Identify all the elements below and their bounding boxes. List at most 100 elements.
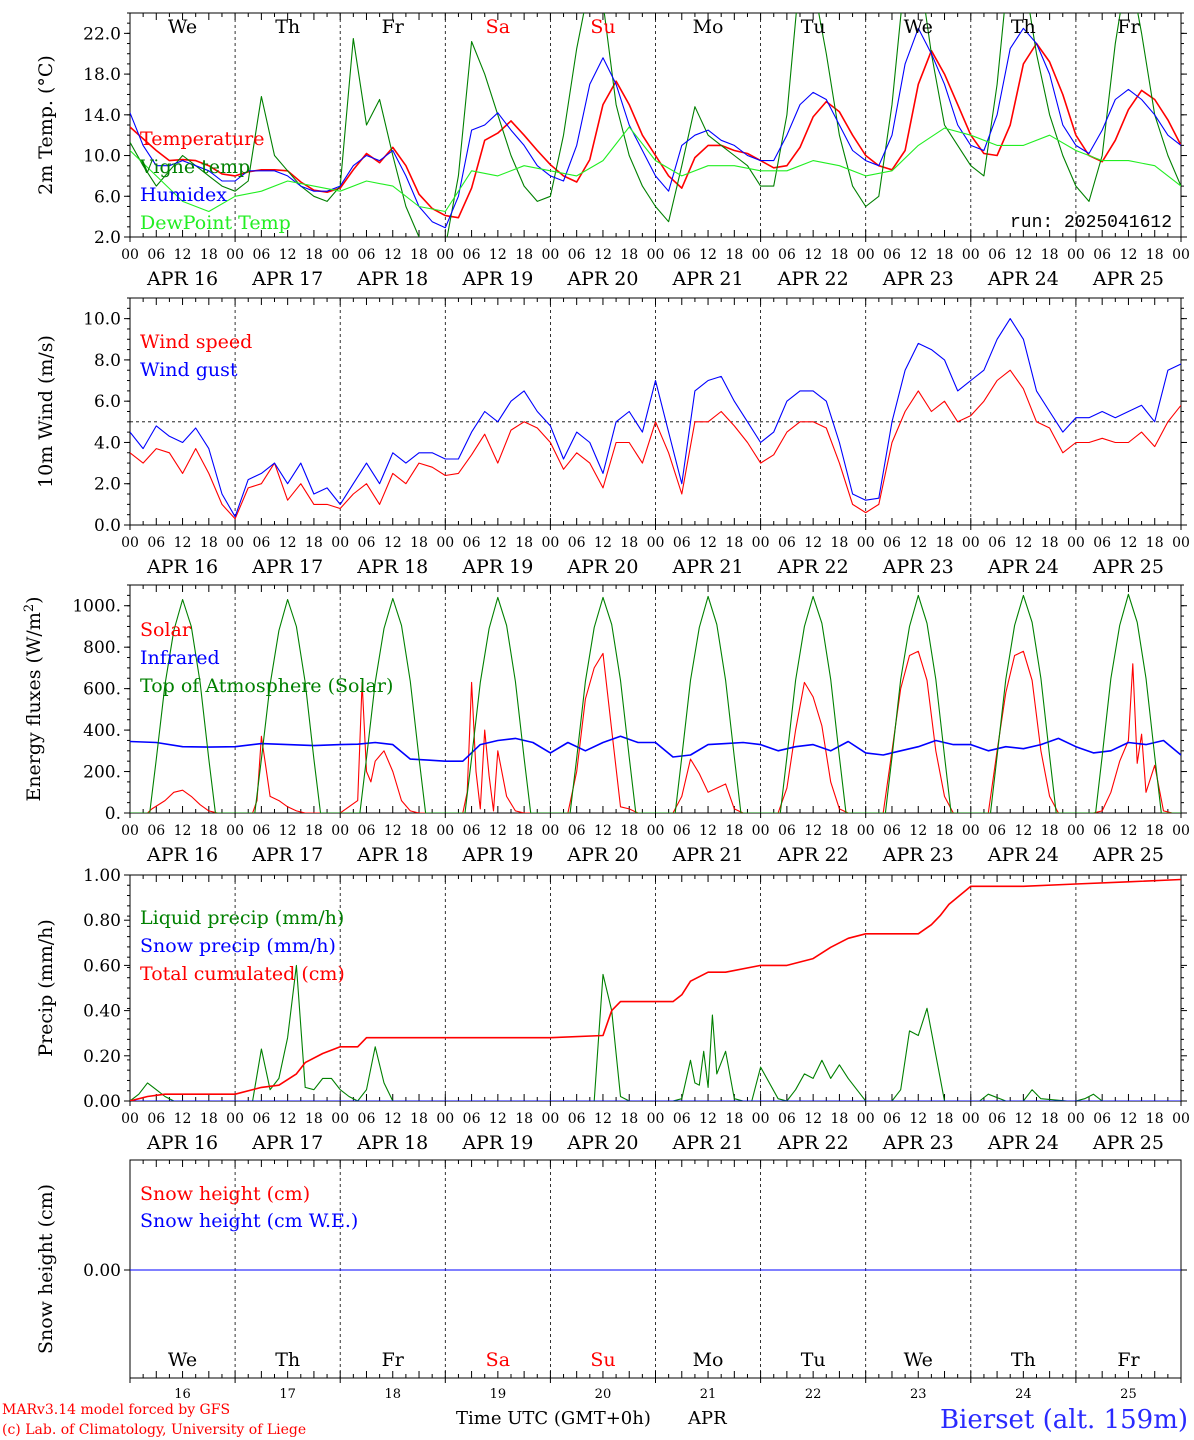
hour-tick-label: 18 [831, 247, 849, 263]
date-label: APR 23 [882, 844, 954, 866]
hour-tick-label: 12 [594, 535, 612, 551]
model-credit-line2: (c) Lab. of Climatology, University of L… [2, 1422, 306, 1438]
date-label: APR 22 [777, 844, 849, 866]
date-label: APR 17 [251, 844, 323, 866]
y-tick-label: 6.0 [94, 187, 121, 207]
date-label: APR 16 [146, 268, 218, 290]
y-tick-label: 0.80 [83, 911, 121, 931]
hour-tick-label: 00 [1172, 535, 1190, 551]
hour-tick-label: 18 [410, 1111, 428, 1127]
day-name-label: Fr [1117, 1349, 1140, 1371]
panel-1: 2.0 6.0 10.0 14.0 18.0 22.0 2m Temp. (°C) Tempe… [35, 12, 1190, 290]
hour-tick-label: 00 [1067, 535, 1085, 551]
legend-entry: Vigne temp [139, 156, 250, 178]
hour-tick-label: 00 [121, 535, 139, 551]
date-label: APR 21 [672, 556, 744, 578]
hour-tick-label: 12 [174, 1111, 192, 1127]
date-label: APR 16 [146, 1132, 218, 1154]
hour-tick-label: 18 [305, 1111, 323, 1127]
hour-tick-label: 12 [699, 1111, 717, 1127]
hour-tick-label: 06 [1093, 1111, 1111, 1127]
hour-tick-label: 06 [1093, 535, 1111, 551]
hour-tick-label: 12 [384, 1111, 402, 1127]
series-line-wind-gust [130, 318, 1181, 518]
legend-entry: Snow height (cm) [140, 1183, 310, 1205]
hour-tick-label: 12 [174, 823, 192, 839]
hour-tick-label: 00 [121, 1111, 139, 1127]
hour-tick-label: 06 [252, 1111, 270, 1127]
y-tick-label: 2.0 [94, 475, 121, 495]
hour-tick-label: 12 [1120, 535, 1138, 551]
date-label: APR 25 [1092, 268, 1164, 290]
hour-tick-label: 06 [252, 823, 270, 839]
date-label: APR 21 [672, 844, 744, 866]
day-name-label: Sa [486, 16, 510, 38]
hour-tick-label: 06 [883, 1111, 901, 1127]
series-line-wind-speed [130, 369, 1181, 520]
hour-tick-label: 06 [252, 247, 270, 263]
run-label: run: 2025041612 [1010, 213, 1172, 233]
hour-tick-label: 06 [252, 535, 270, 551]
date-label: APR 22 [777, 268, 849, 290]
date-label: APR 21 [672, 1132, 744, 1154]
hour-tick-label: 06 [778, 535, 796, 551]
hour-tick-label: 00 [647, 1111, 665, 1127]
date-label: APR 18 [356, 844, 428, 866]
hour-tick-label: 12 [804, 535, 822, 551]
date-label: APR 16 [146, 844, 218, 866]
hour-tick-label: 12 [1120, 247, 1138, 263]
hour-tick-label: 12 [279, 1111, 297, 1127]
hour-tick-label: 18 [1041, 1111, 1059, 1127]
date-label: APR 23 [882, 556, 954, 578]
hour-tick-label: 06 [1093, 247, 1111, 263]
hour-tick-label: 00 [857, 247, 875, 263]
hour-tick-label: 00 [436, 247, 454, 263]
hour-tick-label: 18 [1146, 535, 1164, 551]
date-label: APR 18 [356, 556, 428, 578]
hour-tick-label: 00 [962, 1111, 980, 1127]
hour-tick-label: 00 [962, 535, 980, 551]
hour-tick-label: 06 [988, 1111, 1006, 1127]
series-line-humidex [130, 27, 1181, 229]
day-name-label: Sa [486, 1349, 510, 1371]
panels: 2.06.010.014.018.022.02m Temp. (°C) Tempe… [22, 12, 1190, 1402]
month-label: APR [687, 1408, 727, 1429]
hour-tick-label: 06 [463, 823, 481, 839]
hour-tick-label: 12 [699, 535, 717, 551]
hour-tick-label: 12 [804, 823, 822, 839]
plot-frame [129, 12, 1182, 238]
y-tick-label: 0.00 [83, 1261, 121, 1281]
date-label: APR 19 [461, 556, 533, 578]
hour-tick-label: 06 [883, 247, 901, 263]
hour-tick-label: 18 [515, 1111, 533, 1127]
legend-entry: Humidex [140, 184, 227, 206]
hour-tick-label: 12 [489, 1111, 507, 1127]
series-line-total-cumulated-cm [130, 878, 1181, 1101]
hour-tick-label: 00 [121, 823, 139, 839]
hour-tick-label: 00 [226, 823, 244, 839]
day-name-label: Th [1011, 16, 1036, 38]
date-label: APR 18 [356, 268, 428, 290]
hour-tick-label: 18 [1146, 1111, 1164, 1127]
panel-3: 0. 200. 400. 600. 800. 1000. Energy fluxes (W/… [22, 584, 1190, 866]
y-tick-label: 200. [83, 763, 121, 783]
hour-tick-label: 00 [647, 823, 665, 839]
hour-tick-label: 12 [909, 823, 927, 839]
legend-entry: Snow precip (mm/h) [140, 935, 336, 957]
date-label: APR 17 [251, 1132, 323, 1154]
panel-2: 0.0 2.0 4.0 6.0 8.0 10.0 10m Wind (m/s) Wind sp… [35, 297, 1190, 578]
y-tick-label: 0.00 [83, 1092, 121, 1112]
hour-tick-label: 18 [200, 1111, 218, 1127]
panel-4: 0.00 0.20 0.40 0.60 0.80 1.00 Precip (mm/h) Liq… [35, 866, 1190, 1154]
hour-tick-label: 18 [936, 1111, 954, 1127]
day-number-label: 21 [700, 1387, 717, 1402]
date-label: APR 25 [1092, 556, 1164, 578]
hour-tick-label: 18 [725, 247, 743, 263]
hour-tick-label: 12 [909, 247, 927, 263]
hour-tick-label: 18 [620, 247, 638, 263]
hour-tick-label: 06 [988, 247, 1006, 263]
hour-tick-label: 06 [673, 535, 691, 551]
hour-tick-label: 00 [226, 535, 244, 551]
hour-tick-label: 00 [541, 1111, 559, 1127]
y-tick-label: 600. [83, 680, 121, 700]
